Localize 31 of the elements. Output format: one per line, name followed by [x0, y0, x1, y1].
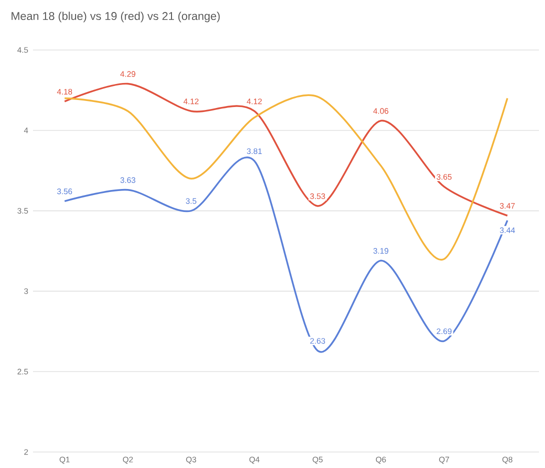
y-tick-label: 3 — [24, 288, 28, 294]
data-label: 3.63 — [120, 177, 136, 183]
data-label: 3.65 — [436, 174, 452, 180]
x-tick-label: Q4 — [249, 456, 260, 464]
data-label: 2.69 — [436, 328, 452, 334]
x-tick-label: Q7 — [439, 456, 450, 464]
x-tick-label: Q5 — [312, 456, 323, 464]
x-tick-label: Q8 — [502, 456, 512, 464]
data-label: 3.47 — [500, 203, 515, 209]
x-tick-label: Q2 — [122, 456, 133, 464]
chart-title: Mean 18 (blue) vs 19 (red) vs 21 (orange) — [12, 12, 220, 22]
data-label: 4.12 — [184, 98, 199, 104]
y-tick-label: 2 — [24, 449, 28, 455]
data-label: 2.63 — [310, 338, 326, 344]
data-label: 3.81 — [246, 148, 262, 154]
x-tick-label: Q1 — [60, 456, 70, 464]
y-tick-label: 3.5 — [17, 208, 28, 214]
x-tick-label: Q6 — [376, 456, 386, 464]
data-label: 3.56 — [57, 188, 72, 194]
y-tick-label: 2.5 — [18, 368, 28, 374]
y-tick-label: 4 — [24, 128, 28, 134]
data-label: 3.19 — [373, 248, 388, 254]
x-tick-label: Q3 — [186, 456, 196, 464]
data-label: 4.29 — [120, 71, 136, 77]
data-label: 4.06 — [373, 108, 388, 114]
data-label: 3.5 — [186, 198, 196, 204]
data-label: 3.53 — [310, 193, 326, 200]
data-label: 4.18 — [57, 88, 72, 95]
data-label: 4.12 — [246, 98, 262, 104]
data-label: 3.44 — [500, 227, 515, 234]
y-tick-label: 4.5 — [17, 47, 28, 53]
